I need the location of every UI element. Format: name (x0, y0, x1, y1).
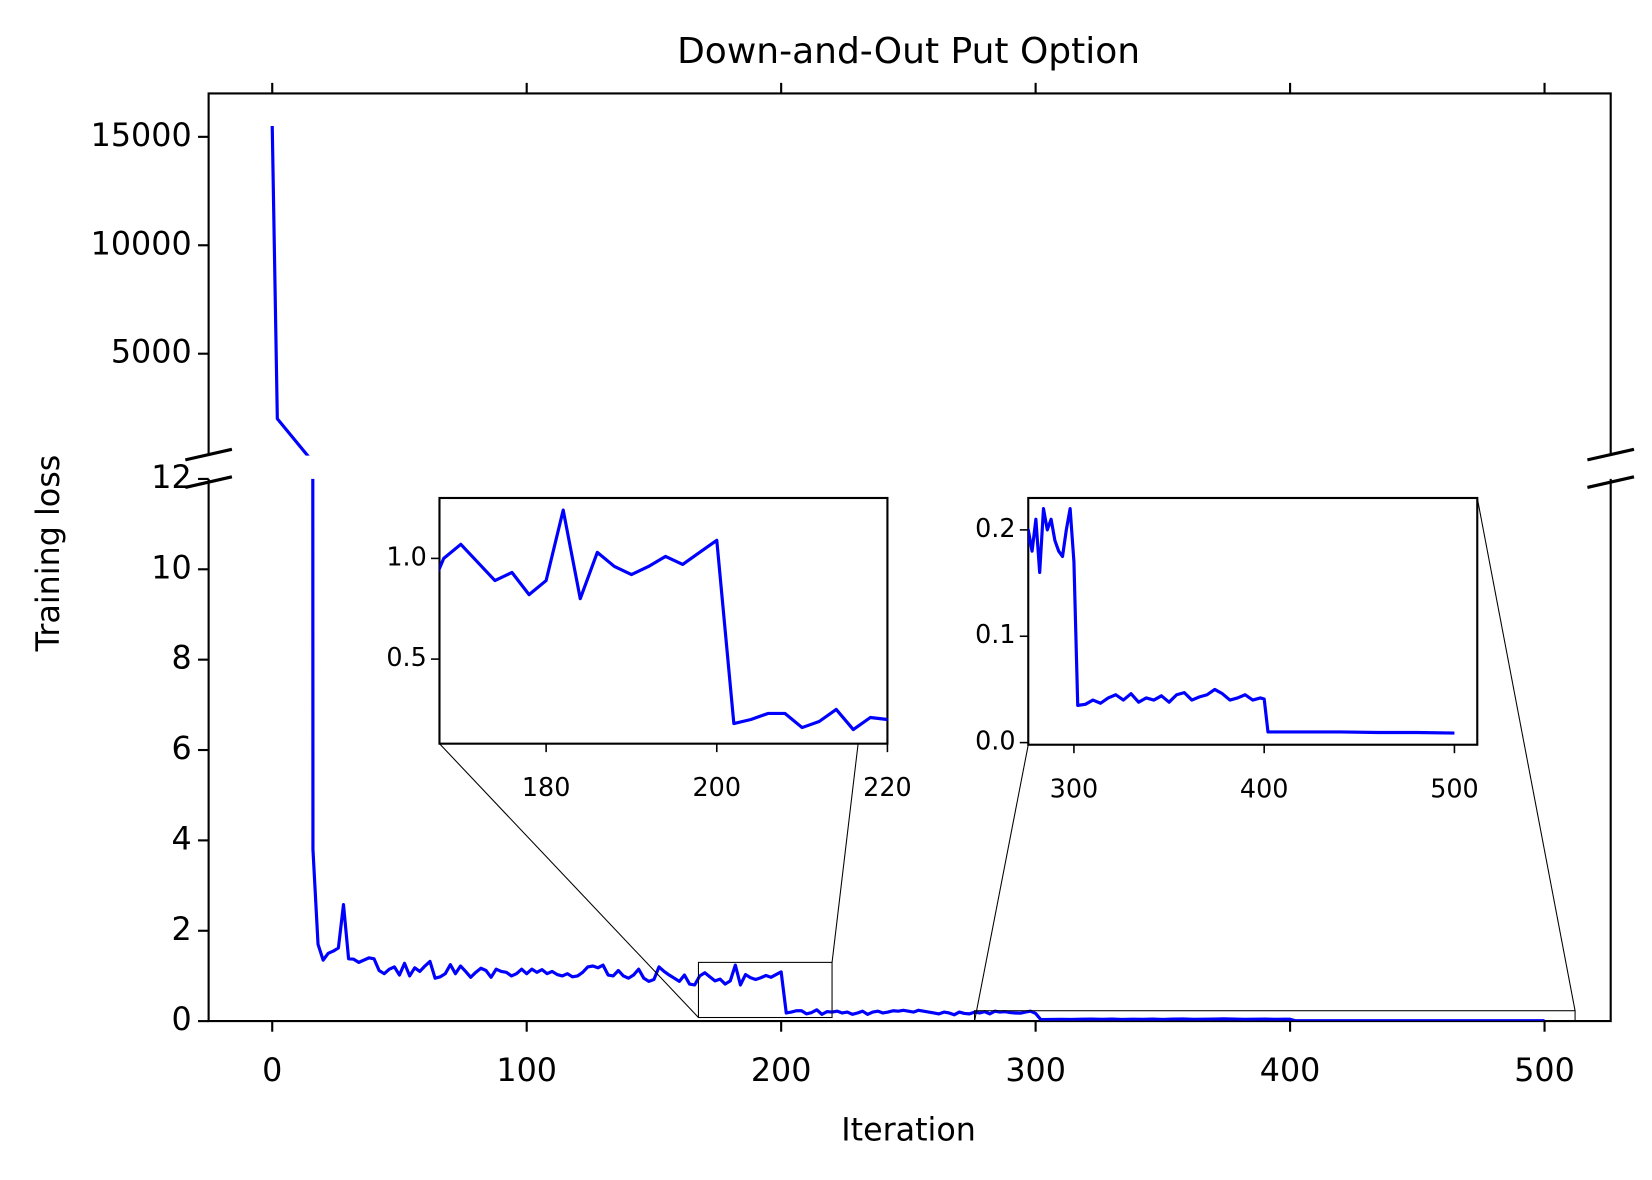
zoom-region (697, 961, 833, 1019)
y-tick-label: 8 (171, 641, 191, 677)
chart-title: Down-and-Out Put Option (677, 31, 1140, 72)
inset-y-tick-label: 0.1 (975, 619, 1015, 649)
break-mark-left (184, 447, 233, 489)
inset-x-tick-label: 200 (693, 772, 742, 802)
y-tick-label: 0 (171, 1002, 191, 1038)
plot-area: 0 100 200 300 400 500 5000 10000 15000 0 2 4 6 8 10 12 1… (91, 82, 1576, 1089)
inset-y-tick-label: 1.0 (386, 541, 426, 571)
zoom-region (974, 1010, 1576, 1022)
upper-frame (207, 92, 1612, 456)
x-tick-label: 100 (496, 1053, 557, 1089)
x-tick-label: 500 (1514, 1053, 1575, 1089)
inset-x-tick-label: 300 (1050, 773, 1099, 803)
x-tick-label: 200 (751, 1053, 812, 1089)
y-tick-label: 10000 (91, 226, 192, 262)
inset-frame (1027, 496, 1479, 746)
inset-x-tick-label: 180 (522, 772, 571, 802)
zoom-connector (1476, 497, 1576, 1011)
break-mark-right (1587, 447, 1635, 489)
loss-line (311, 478, 1545, 1022)
x-tick-label: 300 (1005, 1053, 1066, 1089)
y-tick-label: 15000 (91, 118, 192, 154)
zoom-connector (974, 744, 1029, 1022)
inset-x-tick-label: 500 (1430, 773, 1479, 803)
inset-x-tick-label: 220 (863, 772, 912, 802)
x-tick-label: 0 (262, 1053, 282, 1089)
y-tick-label: 4 (171, 821, 191, 857)
y-tick-label: 5000 (111, 335, 192, 371)
inset-y-tick-label: 0.5 (386, 642, 426, 672)
loss-line (270, 125, 310, 456)
x-axis-label: Iteration (841, 1112, 976, 1148)
y-tick-label: 10 (151, 550, 191, 586)
y-tick-label: 6 (171, 731, 191, 767)
y-axis-label: Training loss (31, 455, 67, 653)
zoom-connector (439, 743, 699, 1018)
y-tick-label: 2 (171, 912, 191, 948)
inset-y-tick-label: 0.2 (975, 513, 1015, 543)
x-tick-label: 400 (1260, 1053, 1321, 1089)
inset-frame (438, 496, 889, 745)
inset-y-tick-label: 0.0 (975, 726, 1015, 756)
y-tick-label: 12 (151, 460, 191, 496)
inset-x-tick-label: 400 (1240, 773, 1289, 803)
